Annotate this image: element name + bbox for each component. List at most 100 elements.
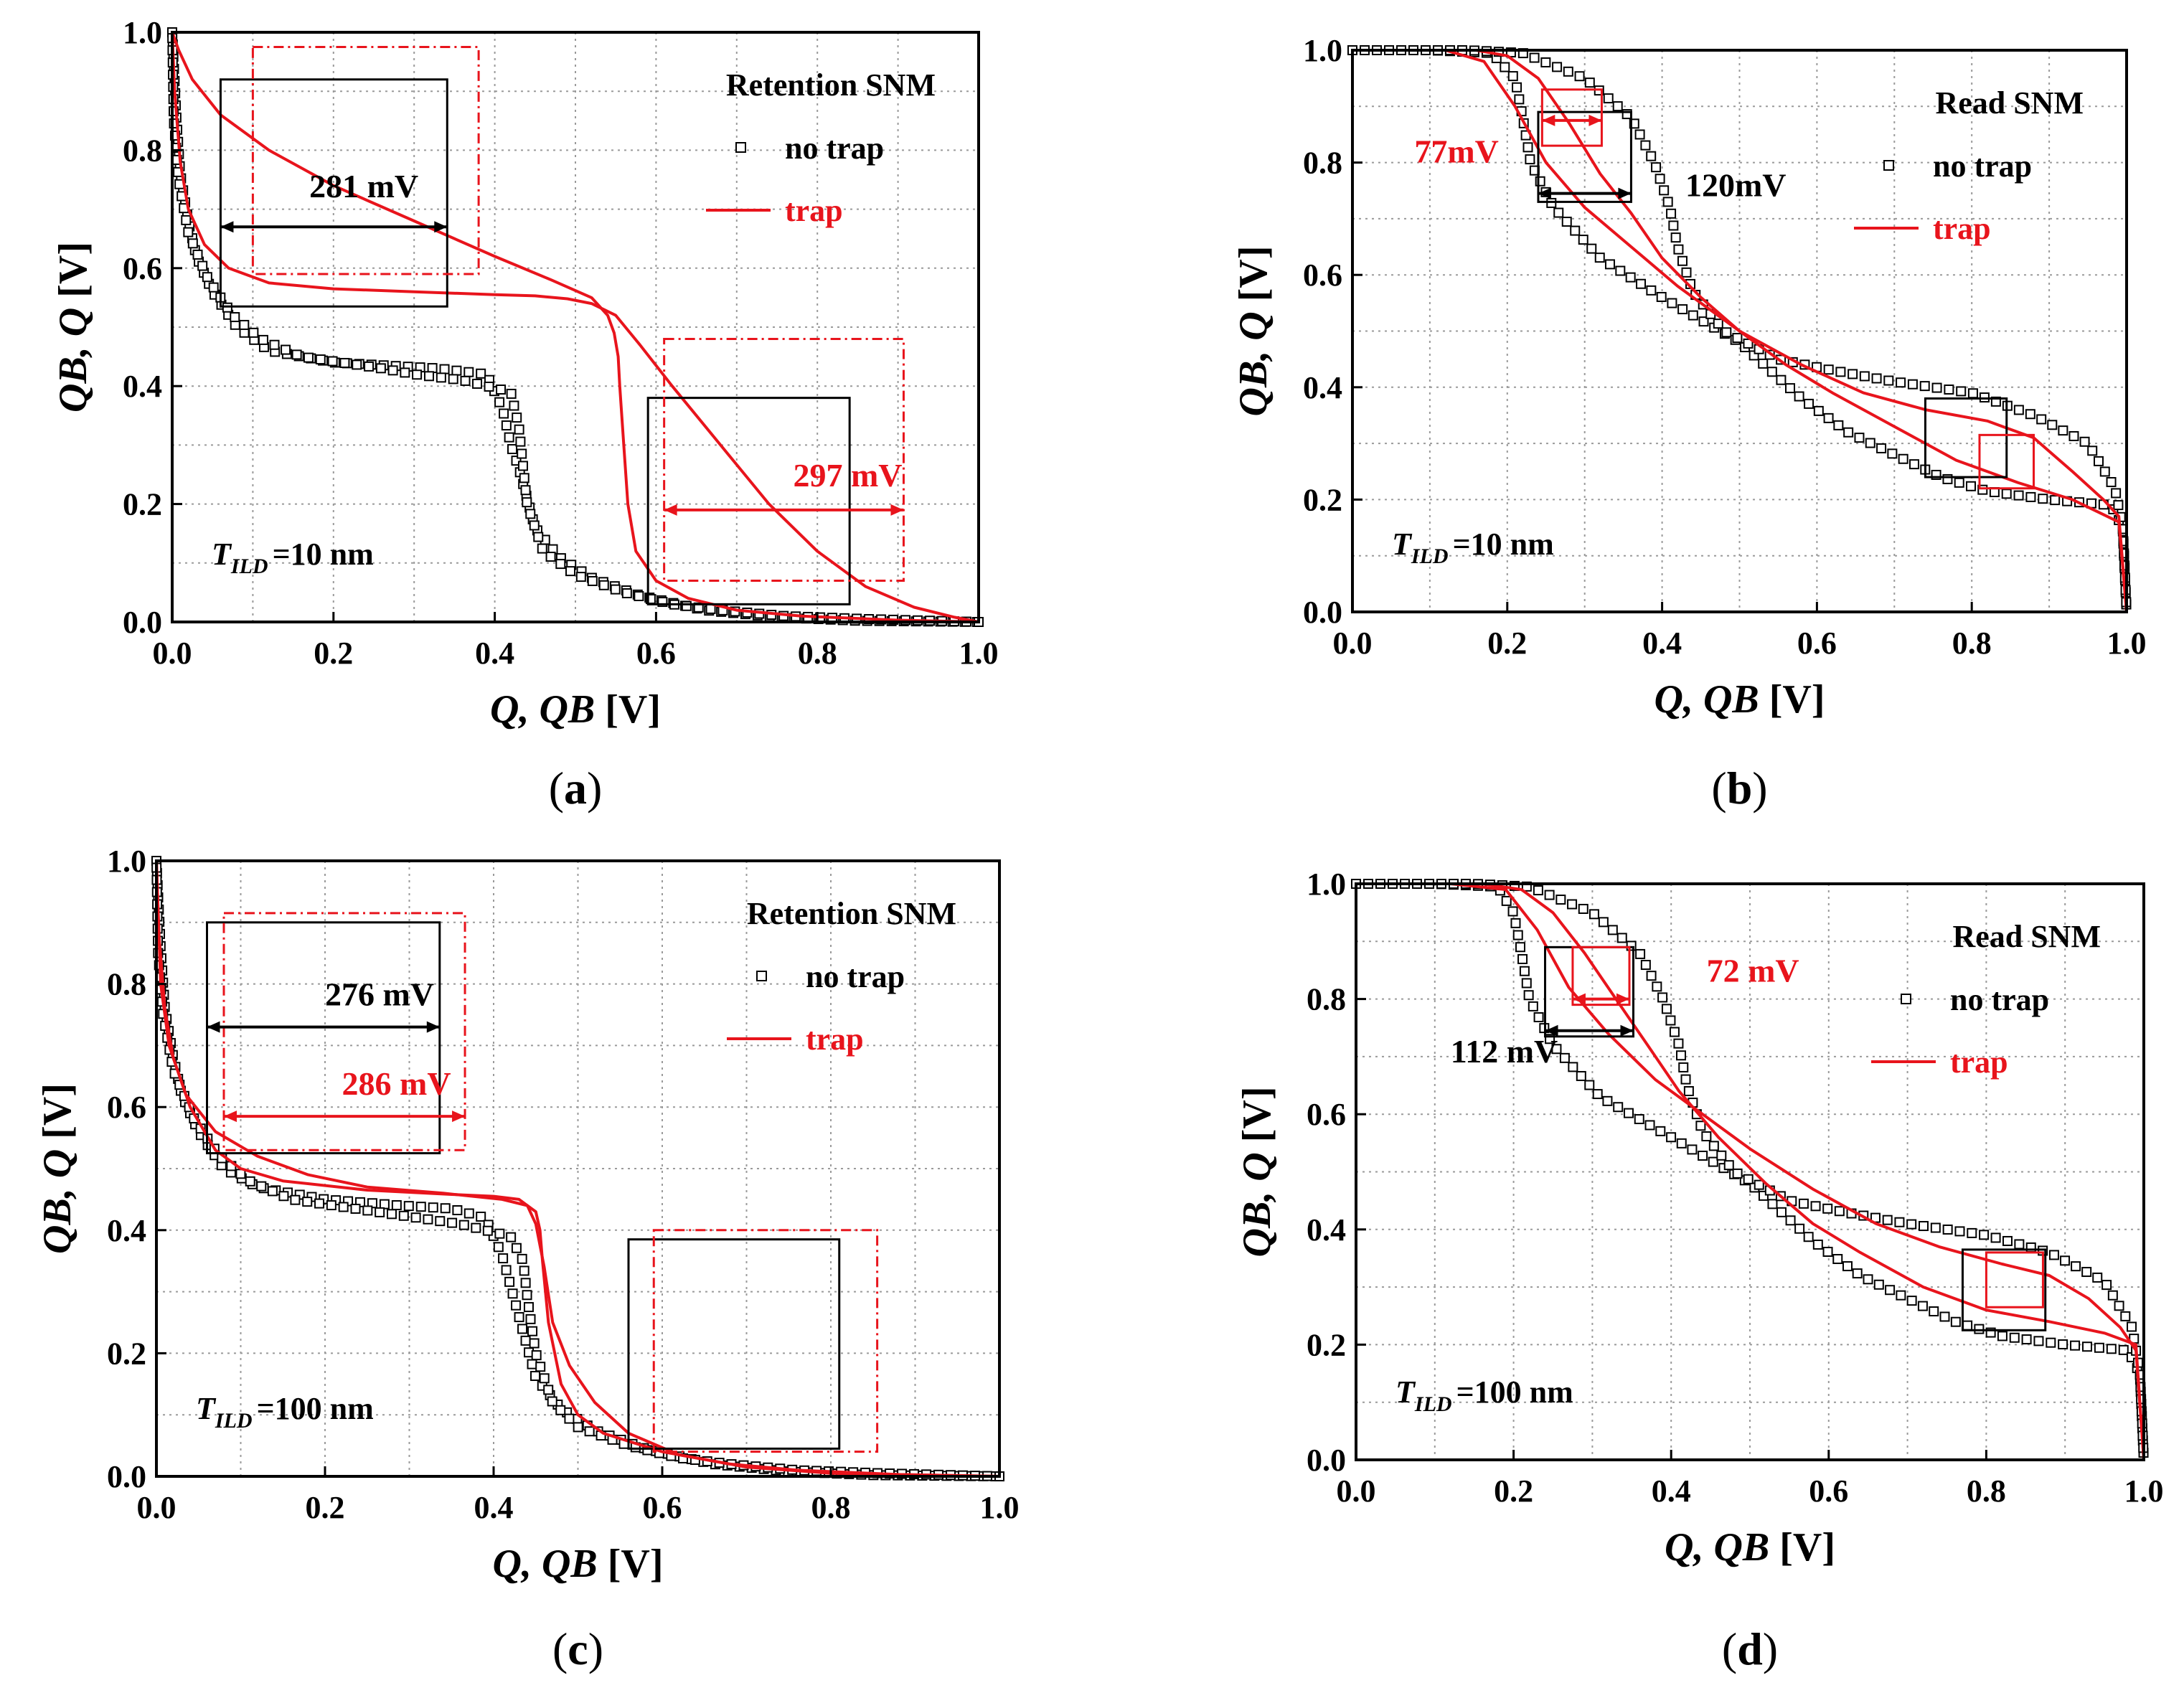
x-tick-label: 0.0 (153, 636, 192, 671)
data-point-no-trap (258, 334, 268, 345)
data-point-no-trap (555, 1405, 566, 1415)
arrowhead-left (1545, 1024, 1558, 1037)
data-point-no-trap (1688, 310, 1698, 321)
x-tick-label: 0.8 (1952, 626, 1992, 661)
data-point-no-trap (564, 1413, 575, 1424)
x-tick-label: 0.0 (137, 1490, 176, 1525)
snm-box-red (1571, 945, 1631, 1006)
tild-value: =100 nm (257, 1391, 374, 1426)
data-point-no-trap (1967, 388, 1978, 399)
data-point-no-trap (1636, 278, 1647, 289)
data-point-no-trap (1974, 1324, 1985, 1334)
data-point-no-trap (531, 1350, 542, 1361)
data-point-no-trap (1515, 942, 1525, 953)
data-point-no-trap (509, 400, 519, 411)
data-point-no-trap (303, 352, 314, 363)
data-point-no-trap (192, 249, 203, 260)
data-point-no-trap (484, 381, 494, 392)
x-axis-title-symbol: Q, QB (1665, 1525, 1769, 1570)
chart-panel-c: 276 mV 286 mV 0.0 0.2 0.4 0.6 0.8 1.0 0.0 0.2 0.4 0… (35, 844, 1020, 1674)
data-point-no-trap (1568, 1062, 1578, 1072)
data-point-no-trap (2127, 1321, 2137, 1332)
data-point-no-trap (1919, 381, 1930, 392)
y-axis-title-symbol: QB, Q (1231, 311, 1276, 416)
data-point-no-trap (2092, 1272, 2103, 1283)
data-point-no-trap (514, 424, 524, 435)
data-point-no-trap (1723, 1160, 1734, 1171)
data-point-no-trap (1561, 217, 1572, 227)
x-axis-title: Q, QB [V] (490, 687, 661, 732)
y-tick-label: 0.8 (123, 133, 162, 168)
snm-annotation: 112 mV (1451, 1033, 1558, 1070)
data-point-no-trap (202, 272, 212, 283)
snm-box-red (1978, 433, 2035, 490)
data-point-no-trap (267, 1186, 278, 1197)
data-point-no-trap (1833, 420, 1844, 430)
data-point-no-trap (1616, 933, 1627, 943)
data-point-no-trap (1798, 1198, 1809, 1209)
data-point-no-trap (391, 1200, 402, 1211)
data-point-no-trap (314, 1198, 325, 1209)
arrowhead-right (426, 1021, 440, 1033)
y-axis-title: QB, Q [V] (35, 1083, 80, 1254)
x-axis-title-unit: [V] (1759, 677, 1825, 722)
data-point-no-trap (2001, 489, 2012, 499)
data-point-no-trap (1677, 255, 1688, 266)
data-point-no-trap (1979, 1230, 1990, 1240)
x-tick-label: 0.2 (314, 636, 353, 671)
data-point-no-trap (2014, 1239, 2025, 1250)
data-point-no-trap (2050, 495, 2061, 506)
data-point-no-trap (1635, 948, 1646, 959)
plot-frame (155, 859, 1001, 1478)
data-point-no-trap (539, 1373, 550, 1384)
data-point-no-trap (1810, 1201, 1821, 1212)
data-point-no-trap (1767, 1199, 1778, 1209)
x-tick-label: 0.0 (1333, 626, 1373, 661)
data-point-no-trap (1906, 1296, 1917, 1306)
x-tick-label: 0.0 (1337, 1473, 1376, 1509)
series-line-trap (1356, 882, 2145, 1461)
data-point-no-trap (501, 420, 512, 431)
data-point-no-trap (1646, 151, 1657, 161)
data-point-no-trap (2111, 488, 2122, 499)
x-tick-label: 0.4 (1652, 1473, 1691, 1509)
data-point-no-trap (1803, 1232, 1814, 1242)
legend-title: Read SNM (1935, 85, 2084, 121)
data-point-no-trap (439, 364, 450, 374)
data-point-no-trap (1896, 1290, 1906, 1301)
caption-letter: c (568, 1623, 588, 1674)
data-point-no-trap (1698, 1151, 1708, 1161)
data-point-no-trap (1584, 1080, 1595, 1090)
data-point-no-trap (1678, 1062, 1689, 1072)
data-point-no-trap (291, 349, 302, 360)
data-point-no-trap (1546, 197, 1557, 208)
legend-label-no-trap: no trap (785, 131, 884, 166)
data-point-no-trap (423, 371, 434, 382)
data-point-no-trap (2013, 405, 2024, 415)
data-point-no-trap (379, 1199, 390, 1209)
tild-value: =10 nm (273, 537, 374, 572)
tild-value: =10 nm (1453, 527, 1554, 562)
arrowhead-left (1572, 993, 1586, 1005)
data-point-no-trap (529, 520, 540, 531)
legend-title: Retention SNM (726, 67, 936, 103)
x-axis-title-symbol: Q, QB (490, 687, 595, 732)
data-point-no-trap (364, 361, 375, 372)
data-point-no-trap (1552, 62, 1563, 72)
data-point-no-trap (1832, 1254, 1843, 1265)
legend-title: Read SNM (1952, 919, 2101, 954)
data-point-no-trap (1574, 71, 1585, 82)
data-point-no-trap (1804, 398, 1814, 409)
series-line-trap (155, 860, 1000, 1478)
data-point-no-trap (517, 1324, 528, 1334)
data-point-no-trap (1634, 129, 1645, 140)
snm-box-red (222, 912, 466, 1151)
data-point-no-trap (519, 473, 529, 484)
data-point-no-trap (1929, 1306, 1939, 1317)
data-point-no-trap (1544, 890, 1555, 900)
data-point-no-trap (1822, 1203, 1833, 1214)
tild-symbol: T (1395, 1374, 1416, 1410)
x-tick-label: 0.6 (636, 636, 676, 671)
x-tick-label: 0.8 (1967, 1473, 2006, 1509)
data-point-no-trap (1666, 1132, 1677, 1143)
